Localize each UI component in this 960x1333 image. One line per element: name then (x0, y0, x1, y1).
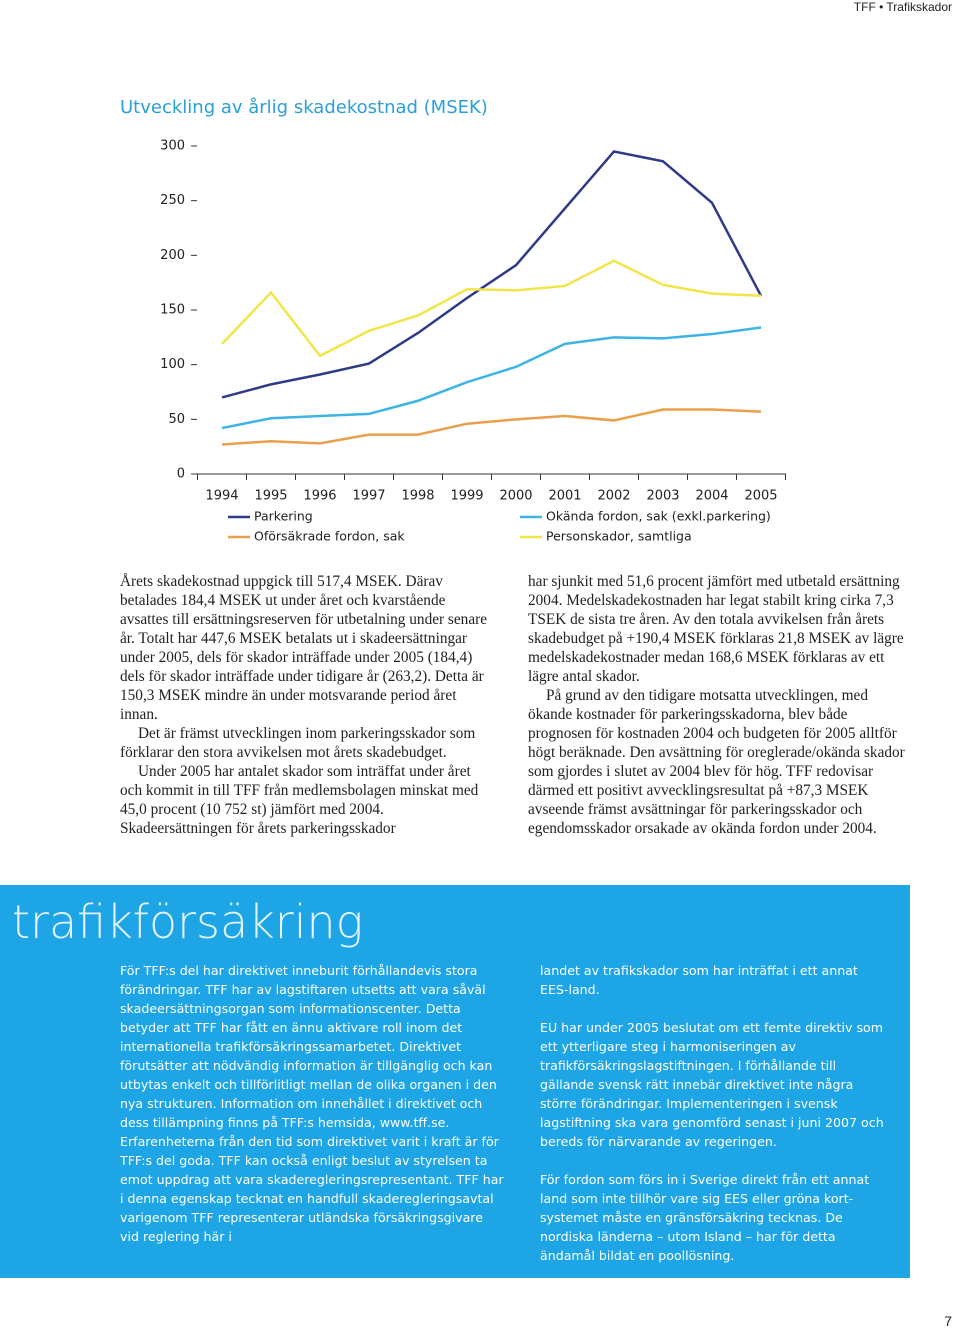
paragraph: har sjunkit med 51,6 procent jämfört med… (528, 573, 904, 685)
body-left: Årets skadekostnad uppgick till 517,4 MS… (120, 572, 492, 838)
series-line (221, 259, 762, 358)
x-tick-label: 2005 (744, 489, 777, 504)
x-tick-label: 1998 (401, 489, 434, 504)
legend-label: Oförsäkrade fordon, sak (254, 529, 405, 544)
series-line (221, 408, 762, 446)
section-box: trafikförsäkring För TFF:s del har direk… (0, 885, 910, 1278)
x-tick-label: 1996 (303, 489, 336, 504)
paragraph: För fordon som förs in i Sverige direkt … (540, 1172, 870, 1263)
x-tick-label: 2002 (597, 489, 630, 504)
y-tick-label: 150 (160, 303, 185, 318)
paragraph: landet av trafikskador som har inträffat… (540, 963, 858, 997)
y-tick-label: 50 (168, 412, 185, 427)
x-tick-label: 2001 (548, 489, 581, 504)
paragraph: Det är främst utvecklingen inom parkerin… (120, 725, 476, 761)
paragraph: För TFF:s del har direktivet inneburit f… (120, 963, 504, 1244)
section-title: trafikförsäkring (12, 895, 364, 949)
y-tick-label: 100 (160, 357, 185, 372)
series-line (221, 326, 762, 430)
running-header: TFF • Trafikskador (853, 0, 952, 14)
paragraph: På grund av den tidigare motsatta utveck… (528, 687, 905, 837)
x-tick-label: 1994 (205, 489, 238, 504)
section-left: För TFF:s del har direktivet inneburit f… (120, 961, 505, 1265)
legend-label: Parkering (254, 509, 313, 524)
x-tick-label: 2003 (646, 489, 679, 504)
y-tick-label: 300 (160, 139, 185, 154)
y-tick-label: 250 (160, 193, 185, 208)
x-tick-label: 1999 (450, 489, 483, 504)
section-right: landet av trafikskador som har inträffat… (540, 961, 890, 1284)
x-tick-label: 1995 (254, 489, 287, 504)
chart-title: Utveckling av årlig skadekostnad (MSEK) (120, 97, 488, 118)
page-number: 7 (944, 1313, 952, 1329)
paragraph: EU har under 2005 beslutat om ett femte … (540, 1020, 884, 1149)
legend-label: Okända fordon, sak (exkl.parkering) (546, 509, 771, 524)
paragraph: Under 2005 har antalet skador som inträf… (120, 763, 479, 837)
legend-label: Personskador, samtliga (546, 529, 692, 544)
y-tick-label: 0 (177, 467, 185, 482)
x-tick-label: 2004 (695, 489, 728, 504)
y-tick-label: 200 (160, 248, 185, 263)
series-line (221, 150, 763, 399)
paragraph: Årets skadekostnad uppgick till 517,4 MS… (120, 573, 487, 723)
chart: Utveckling av årlig skadekostnad (MSEK) … (120, 97, 786, 544)
x-tick-label: 1997 (352, 489, 385, 504)
x-tick-label: 2000 (499, 489, 532, 504)
body-right: har sjunkit med 51,6 procent jämfört med… (528, 572, 908, 838)
